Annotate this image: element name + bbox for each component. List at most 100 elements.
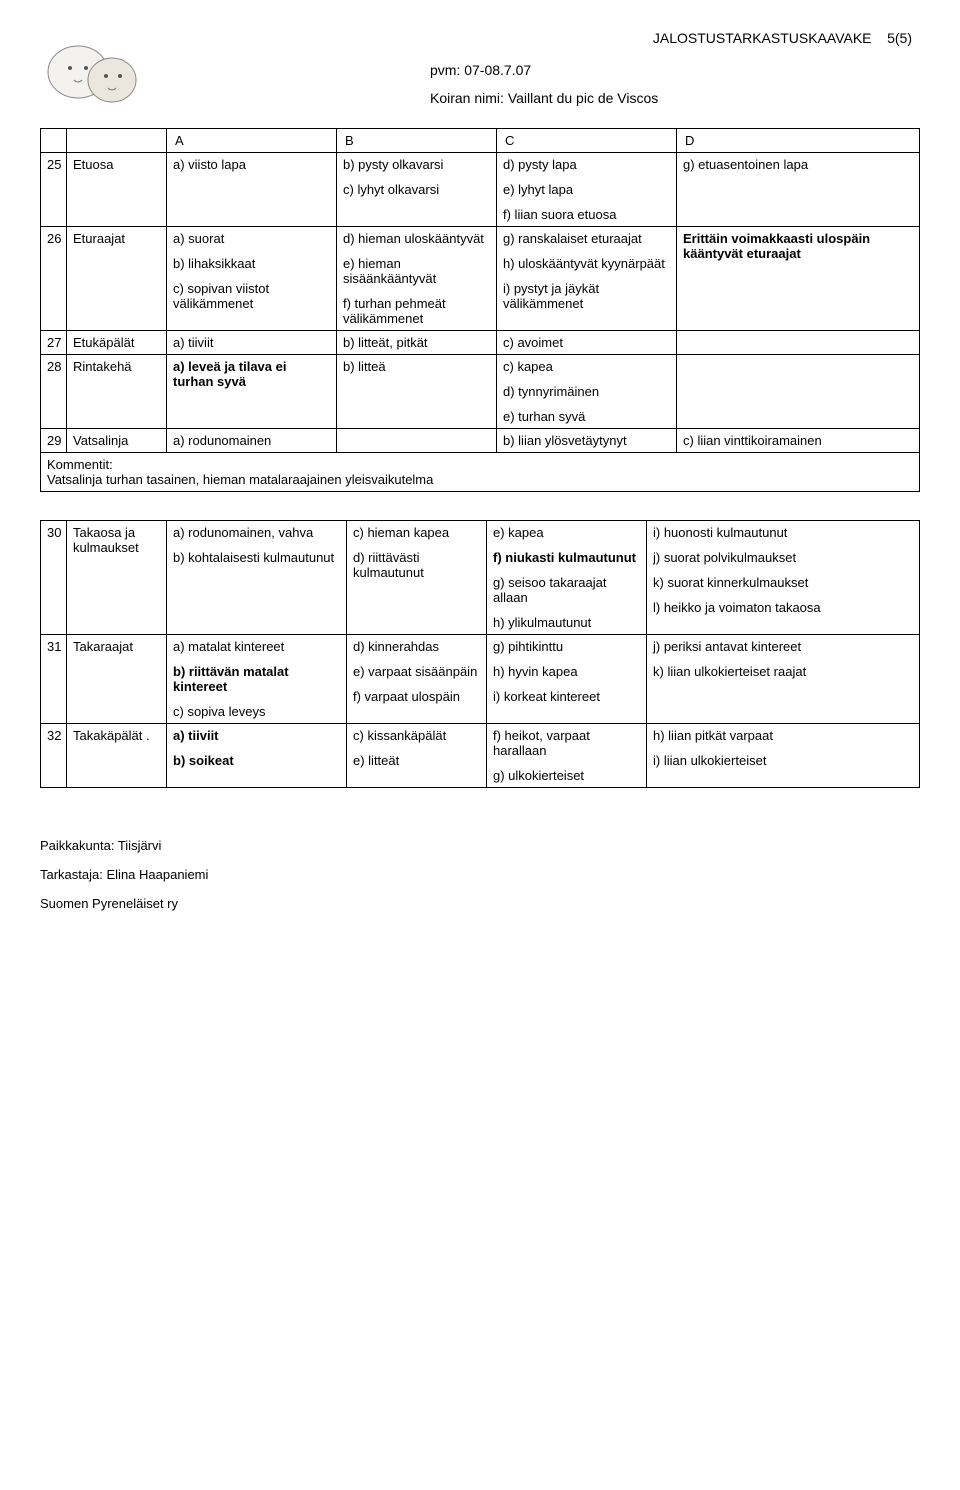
r25-b: b) pysty olkavarsi c) lyhyt olkavarsi <box>337 153 497 227</box>
r29-a: a) rodunomainen <box>167 429 337 453</box>
r32-a1: a) tiiviit <box>173 728 340 743</box>
page-of: 5(5) <box>887 30 912 46</box>
r27-b: b) litteät, pitkät <box>337 331 497 355</box>
table-2: 30 Takaosa ja kulmaukset a) rodunomainen… <box>40 520 920 788</box>
r28-label: Rintakehä <box>67 355 167 429</box>
footer-tarkastaja: Tarkastaja: Elina Haapaniemi <box>40 867 920 882</box>
r32-b2: e) litteät <box>353 753 480 768</box>
row-27: 27 Etukäpälät a) tiiviit b) litteät, pit… <box>41 331 920 355</box>
row-28: 28 Rintakehä a) leveä ja tilava ei turha… <box>41 355 920 429</box>
r25-label: Etuosa <box>67 153 167 227</box>
kommentit-text: Vatsalinja turhan tasainen, hieman matal… <box>47 472 433 487</box>
r26-c3: i) pystyt ja jäykät välikämmenet <box>503 281 670 311</box>
r26-c2: h) uloskääntyvät kyynärpäät <box>503 256 670 271</box>
r25-c1: d) pysty lapa <box>503 157 670 172</box>
row-30: 30 Takaosa ja kulmaukset a) rodunomainen… <box>41 521 920 635</box>
r30-d1: i) huonosti kulmautunut <box>653 525 913 540</box>
row-25: 25 Etuosa a) viisto lapa b) pysty olkava… <box>41 153 920 227</box>
r31-b3: f) varpaat ulospäin <box>353 689 480 704</box>
r26-b2: e) hieman sisäänkääntyvät <box>343 256 490 286</box>
r31-c2: h) hyvin kapea <box>493 664 640 679</box>
row-31: 31 Takaraajat a) matalat kintereet b) ri… <box>41 635 920 724</box>
pvm-label: pvm: <box>430 62 460 78</box>
r32-b: c) kissankäpälät e) litteät <box>347 724 487 788</box>
r25-num: 25 <box>41 153 67 227</box>
doc-title: JALOSTUSTARKASTUSKAAVAKE 5(5) <box>170 30 920 46</box>
col-blank2 <box>67 129 167 153</box>
r31-a: a) matalat kintereet b) riittävän matala… <box>167 635 347 724</box>
r26-label: Eturaajat <box>67 227 167 331</box>
r30-c4: h) ylikulmautunut <box>493 615 640 630</box>
r25-c2: e) lyhyt lapa <box>503 182 670 197</box>
r30-b: c) hieman kapea d) riittävästi kulmautun… <box>347 521 487 635</box>
footer-paikka: Paikkakunta: Tiisjärvi <box>40 838 920 853</box>
koiran-value: Vaillant du pic de Viscos <box>508 90 658 106</box>
col-c: C <box>497 129 677 153</box>
r27-c: c) avoimet <box>497 331 677 355</box>
r31-d: j) periksi antavat kintereet k) liian ul… <box>647 635 920 724</box>
r26-a2: b) lihaksikkaat <box>173 256 330 271</box>
col-d: D <box>677 129 920 153</box>
r26-a: a) suorat b) lihaksikkaat c) sopivan vii… <box>167 227 337 331</box>
r29-d: c) liian vinttikoiramainen <box>677 429 920 453</box>
r31-label: Takaraajat <box>67 635 167 724</box>
r31-c3: i) korkeat kintereet <box>493 689 640 704</box>
r28-num: 28 <box>41 355 67 429</box>
r30-d: i) huonosti kulmautunut j) suorat polvik… <box>647 521 920 635</box>
footer-org: Suomen Pyreneläiset ry <box>40 896 920 911</box>
r32-b1: c) kissankäpälät <box>353 728 480 743</box>
r31-a3: c) sopiva leveys <box>173 704 340 719</box>
row-32: 32 Takakäpälät . a) tiiviit b) soikeat c… <box>41 724 920 788</box>
r27-num: 27 <box>41 331 67 355</box>
r30-a: a) rodunomainen, vahva b) kohtalaisesti … <box>167 521 347 635</box>
r26-a1: a) suorat <box>173 231 330 246</box>
header: JALOSTUSTARKASTUSKAAVAKE 5(5) pvm: 07-08… <box>40 30 920 118</box>
r26-b: d) hieman uloskääntyvät e) hieman sisään… <box>337 227 497 331</box>
r28-d <box>677 355 920 429</box>
r27-d <box>677 331 920 355</box>
tark-value: Elina Haapaniemi <box>107 867 209 882</box>
row-26: 26 Eturaajat a) suorat b) lihaksikkaat c… <box>41 227 920 331</box>
row-29: 29 Vatsalinja a) rodunomainen b) liian y… <box>41 429 920 453</box>
r25-c3: f) liian suora etuosa <box>503 207 670 222</box>
r32-d: h) liian pitkät varpaat i) liian ulkokie… <box>647 724 920 788</box>
r32-a2: b) soikeat <box>173 753 340 768</box>
r29-c: b) liian ylösvetäytynyt <box>497 429 677 453</box>
r31-a2: b) riittävän matalat kintereet <box>173 664 340 694</box>
r26-b3: f) turhan pehmeät välikämmenet <box>343 296 490 326</box>
r31-num: 31 <box>41 635 67 724</box>
r26-b1: d) hieman uloskääntyvät <box>343 231 490 246</box>
r28-c3: e) turhan syvä <box>503 409 670 424</box>
paikka-label: Paikkakunta: <box>40 838 114 853</box>
r31-d2: k) liian ulkokierteiset raajat <box>653 664 913 679</box>
r25-a: a) viisto lapa <box>167 153 337 227</box>
col-blank <box>41 129 67 153</box>
r28-b: b) litteä <box>337 355 497 429</box>
r32-d2: i) liian ulkokierteiset <box>653 753 913 768</box>
r28-c1: c) kapea <box>503 359 670 374</box>
r30-c1: e) kapea <box>493 525 640 540</box>
table-1: A B C D 25 Etuosa a) viisto lapa b) pyst… <box>40 128 920 492</box>
r26-d: Erittäin voimakkaasti ulospäin kääntyvät… <box>677 227 920 331</box>
r28-c2: d) tynnyrimäinen <box>503 384 670 399</box>
r31-b1: d) kinnerahdas <box>353 639 480 654</box>
r30-b1: c) hieman kapea <box>353 525 480 540</box>
r32-c: f) heikot, varpaat harallaan g) ulkokier… <box>487 724 647 788</box>
tark-label: Tarkastaja: <box>40 867 103 882</box>
table-header-row: A B C D <box>41 129 920 153</box>
r25-b2: c) lyhyt olkavarsi <box>343 182 490 197</box>
r27-a: a) tiiviit <box>167 331 337 355</box>
dogs-icon <box>40 30 150 110</box>
r32-c1: f) heikot, varpaat harallaan <box>493 728 640 758</box>
r26-a3: c) sopivan viistot välikämmenet <box>173 281 330 311</box>
r31-c1: g) pihtikinttu <box>493 639 640 654</box>
pvm-line: pvm: 07-08.7.07 <box>170 62 920 78</box>
r32-num: 32 <box>41 724 67 788</box>
r30-a2: b) kohtalaisesti kulmautunut <box>173 550 340 565</box>
row-kommentit: Kommentit: Vatsalinja turhan tasainen, h… <box>41 453 920 492</box>
r31-b2: e) varpaat sisäänpäin <box>353 664 480 679</box>
r30-b2: d) riittävästi kulmautunut <box>353 550 480 580</box>
r29-label: Vatsalinja <box>67 429 167 453</box>
r30-d3: k) suorat kinnerkulmaukset <box>653 575 913 590</box>
paikka-value: Tiisjärvi <box>118 838 162 853</box>
